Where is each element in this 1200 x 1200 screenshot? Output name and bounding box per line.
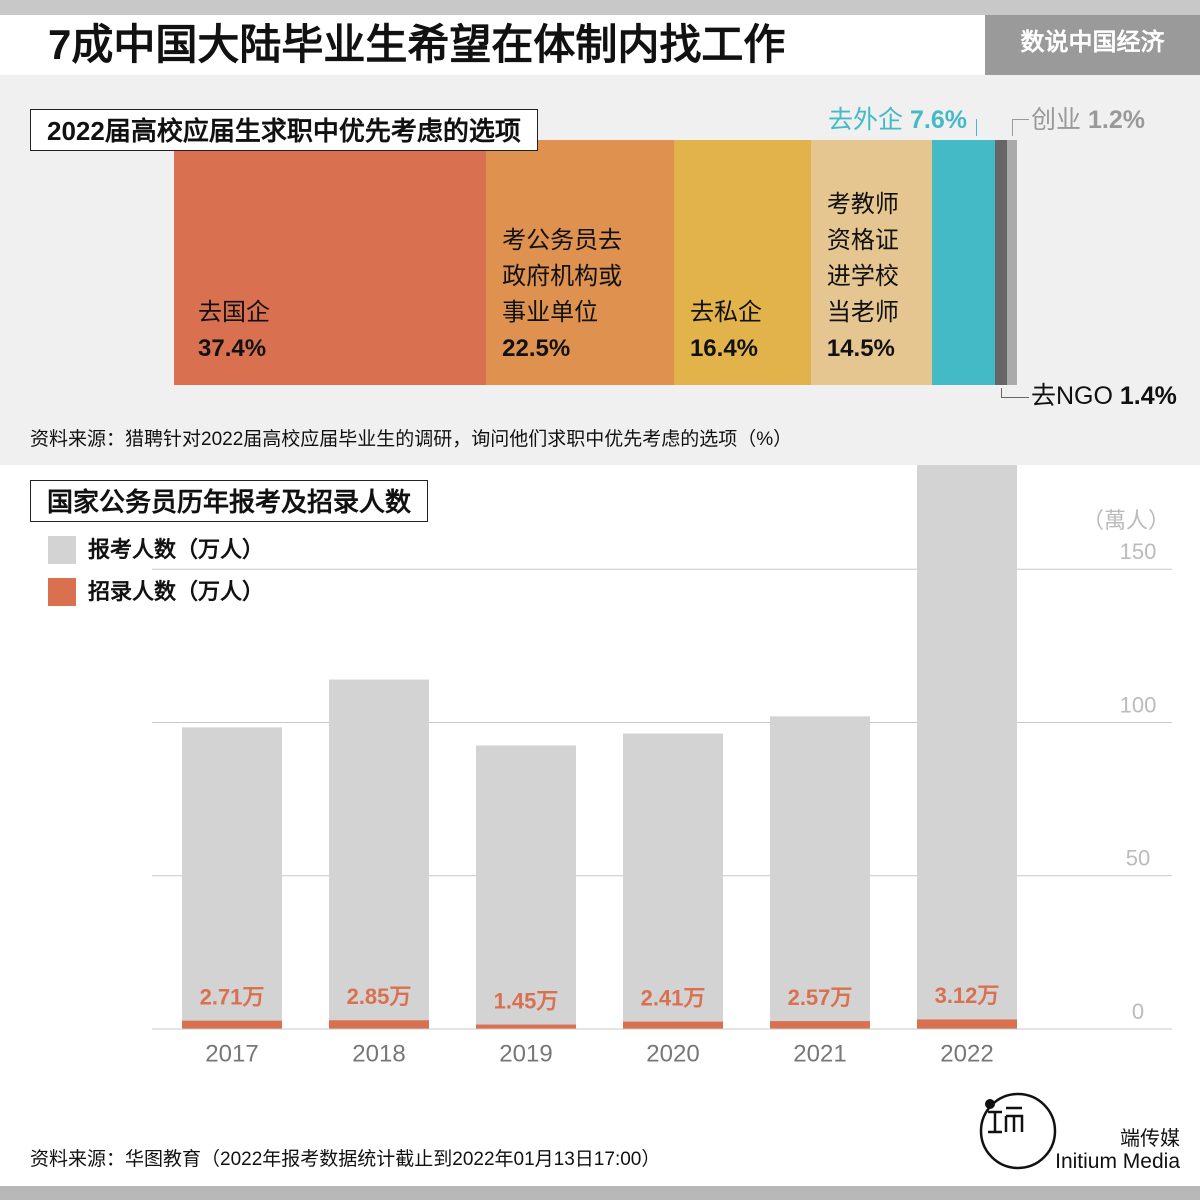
leader (976, 119, 977, 136)
bar-segment (810, 140, 932, 385)
bar-segment (1006, 140, 1017, 385)
x-tick-label: 2017 (205, 1040, 258, 1067)
category-label: 去私企 (689, 299, 762, 326)
x-tick-label: 2020 (646, 1040, 699, 1067)
value-label: 1.2% (1087, 106, 1145, 134)
x-tick-label: 2022 (940, 1040, 993, 1067)
category-label: 考教师 资格证 进学校 当老师 (826, 191, 899, 326)
bar (329, 679, 429, 1029)
bar (476, 1024, 576, 1029)
bar (770, 716, 870, 1029)
bar (623, 733, 723, 1029)
bar-segment (995, 140, 1007, 385)
value-label: 7.6% (910, 106, 967, 134)
bar (623, 1021, 723, 1029)
bar (329, 1020, 429, 1029)
value-label: 22.5% (502, 335, 571, 362)
outside-label: 去NGO 1.4% (1031, 378, 1177, 414)
y-tick-label: 100 (1120, 692, 1157, 717)
legend-swatch (48, 578, 76, 606)
value-label: 1.4% (1119, 382, 1177, 410)
brand-name: 端传媒 (1120, 1128, 1180, 1150)
x-tick-label: 2018 (352, 1040, 405, 1067)
category-label: 考公务员去 政府机构或 事业单位 (502, 227, 623, 326)
legend-swatch (48, 536, 76, 564)
segment-label: 考公务员去 政府机构或 事业单位 22.5% (502, 140, 622, 385)
value-label: 2.85万 (347, 984, 412, 1009)
brand-name-en: Initium Media (1055, 1150, 1180, 1173)
chart: 去国企 37.4% 考公务员去 政府机构或 事业单位 22.5% 去私企 16.4% 考教师… (0, 0, 1200, 465)
bar (917, 465, 1017, 1029)
value-label: 2.57万 (788, 985, 853, 1010)
x-tick-label: 2019 (499, 1040, 552, 1067)
source: 资料来源：华图教育（2022年报考数据统计截止到2022年01月13日17:00… (30, 1149, 661, 1170)
value-label: 37.4% (198, 335, 267, 362)
source: 资料来源：猎聘针对2022届高校应届毕业生的调研，询问他们求职中优先考虑的选项（… (30, 429, 793, 450)
segment-label: 去国企 37.4% (198, 140, 270, 385)
chart-title: 2022届高校应届生求职中优先考虑的选项 (30, 109, 538, 151)
axis-label: （萬人） (1082, 508, 1170, 533)
bar-segment (673, 140, 811, 385)
bar (182, 727, 282, 1029)
legend-label: 报考人数（万人） (88, 537, 264, 562)
y-tick-label: 150 (1120, 539, 1157, 564)
value-label: 2.71万 (200, 985, 265, 1010)
value-label: 2.41万 (641, 985, 706, 1010)
leader (1001, 388, 1029, 398)
value-label: 16.4% (689, 335, 759, 362)
category-label: 去NGO (1031, 382, 1113, 410)
tag: 数说中国经济 (985, 15, 1200, 75)
x-tick-label: 2021 (793, 1040, 846, 1067)
bar (770, 1021, 870, 1029)
bar (476, 745, 576, 1029)
chart-title: 国家公务员历年报考及招录人数 (30, 480, 429, 522)
legend-label: 招录人数（万人） (88, 579, 264, 604)
bar-segment (174, 140, 487, 385)
segment-label: 去私企 16.4% (690, 140, 762, 385)
value-label: 3.12万 (935, 983, 1000, 1008)
value-label: 14.5% (826, 335, 895, 362)
top-strip (0, 0, 1200, 15)
segment-label: 考教师 资格证 进学校 当老师 14.5% (827, 140, 899, 385)
category-label: 去外企 (828, 106, 904, 134)
category-label: 去国企 (198, 299, 270, 326)
y-tick-label: 50 (1126, 846, 1150, 871)
outside-label: 去外企 7.6% (828, 102, 967, 138)
y-tick-label: 0 (1132, 999, 1144, 1024)
bar (182, 1020, 282, 1029)
category-label: 创业 (1031, 106, 1082, 134)
bar (917, 1019, 1017, 1029)
page-title: 7成中国大陆毕业生希望在体制内找工作 (48, 21, 786, 68)
value-label: 1.45万 (494, 988, 559, 1013)
bar-segment (486, 140, 674, 385)
bar-segment (931, 140, 996, 385)
title-background (0, 15, 985, 75)
bottom-strip (0, 1186, 1200, 1200)
leader (1011, 119, 1029, 136)
outside-label: 创业 1.2% (1031, 102, 1145, 138)
